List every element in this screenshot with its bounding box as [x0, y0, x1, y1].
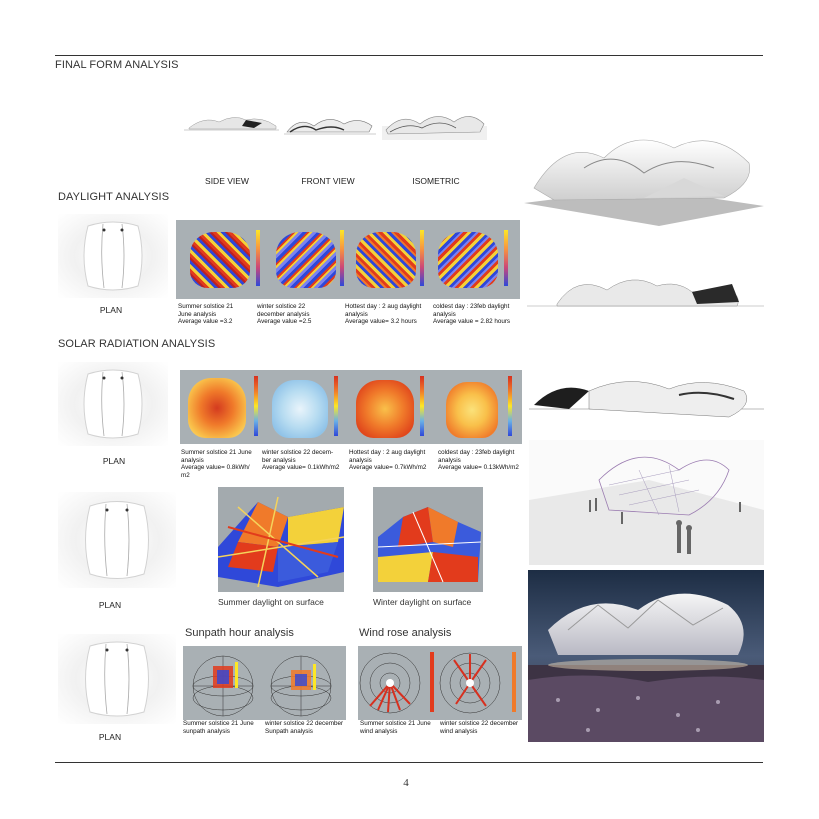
- isometric-view-label: ISOMETRIC: [410, 176, 462, 186]
- solar-legend-2: [334, 376, 338, 436]
- windrose-title: Wind rose analysis: [359, 627, 451, 639]
- plan-image-daylight: [58, 214, 168, 298]
- daylight-caption-3: Hottest day : 2 aug daylight analysis Aver…: [345, 303, 421, 326]
- plan-image-solar: [58, 362, 168, 446]
- solar-heading: SOLAR RADIATION ANALYSIS: [58, 338, 215, 350]
- elevation-render-dark: [527, 262, 764, 312]
- solar-radiation-panel: [180, 370, 522, 444]
- daylight-map-2: [276, 232, 336, 288]
- plan-label-daylight: PLAN: [91, 305, 131, 315]
- windrose-caption-2: winter solstice 22 december wind analysis: [440, 720, 518, 735]
- solar-map-4: [446, 382, 498, 438]
- night-render: [528, 570, 764, 742]
- plan-image-surface: [58, 492, 176, 588]
- sunpath-caption-2: winter solstice 22 december Sunpath analy…: [265, 720, 343, 735]
- final-form-heading: FINAL FORM ANALYSIS: [55, 59, 179, 71]
- windrose-caption-1: Summer solstice 21 June wind analysis: [360, 720, 431, 735]
- perspective-render-top: [524, 118, 764, 226]
- sunpath-panel: [183, 646, 346, 720]
- front-view-label: FRONT VIEW: [299, 176, 357, 186]
- wireframe-render-with-people: [529, 440, 764, 565]
- plan-label-sunpath: PLAN: [90, 732, 130, 742]
- sunpath-title: Sunpath hour analysis: [185, 627, 294, 639]
- plan-label-solar: PLAN: [94, 456, 134, 466]
- solar-caption-3: Hottest day : 2 aug daylight analysis Aver…: [349, 449, 426, 472]
- daylight-caption-1: Summer solstice 21 June analysis Average v…: [178, 303, 233, 326]
- daylight-map-3: [356, 232, 416, 288]
- daylight-legend-4: [504, 230, 508, 286]
- bottom-rule: [55, 762, 763, 763]
- windrose-panel: [358, 646, 522, 720]
- winter-surface-label: Winter daylight on surface: [373, 597, 471, 607]
- daylight-caption-2: winter solstice 22 december analysis Avera…: [257, 303, 311, 326]
- solar-legend-3: [420, 376, 424, 436]
- side-view-label: SIDE VIEW: [202, 176, 252, 186]
- solar-caption-1: Summer solstice 21 June analysis Average v…: [181, 449, 252, 479]
- plan-label-surface: PLAN: [90, 600, 130, 610]
- solar-caption-2: winter solstice 22 decem-ber analysis Ave…: [262, 449, 339, 472]
- daylight-legend-2: [340, 230, 344, 286]
- front-view-image: [284, 110, 376, 140]
- winter-surface-image: [373, 487, 483, 592]
- top-rule: [55, 55, 763, 56]
- daylight-map-4: [438, 232, 498, 288]
- daylight-analysis-panel: [176, 220, 520, 299]
- solar-map-2: [272, 380, 328, 438]
- daylight-caption-4: coldest day : 23feb daylight analysis Aver…: [433, 303, 510, 326]
- page-number: 4: [386, 777, 426, 789]
- sunpath-caption-1: Summer solstice 21 June sunpath analysis: [183, 720, 254, 735]
- daylight-legend-3: [420, 230, 424, 286]
- plan-image-sunpath: [58, 634, 176, 724]
- solar-legend-1: [254, 376, 258, 436]
- elevation-render-light: [529, 365, 764, 425]
- summer-surface-image: [218, 487, 344, 592]
- isometric-view-image: [382, 104, 487, 140]
- solar-legend-4: [508, 376, 512, 436]
- summer-surface-label: Summer daylight on surface: [218, 597, 324, 607]
- daylight-map-1: [190, 232, 250, 288]
- solar-map-1: [188, 378, 246, 438]
- side-view-image: [184, 108, 279, 138]
- daylight-heading: DAYLIGHT ANALYSIS: [58, 191, 169, 203]
- solar-caption-4: coldest day : 23feb daylight analysis Aver…: [438, 449, 519, 472]
- daylight-legend-1: [256, 230, 260, 286]
- solar-map-3: [356, 380, 414, 438]
